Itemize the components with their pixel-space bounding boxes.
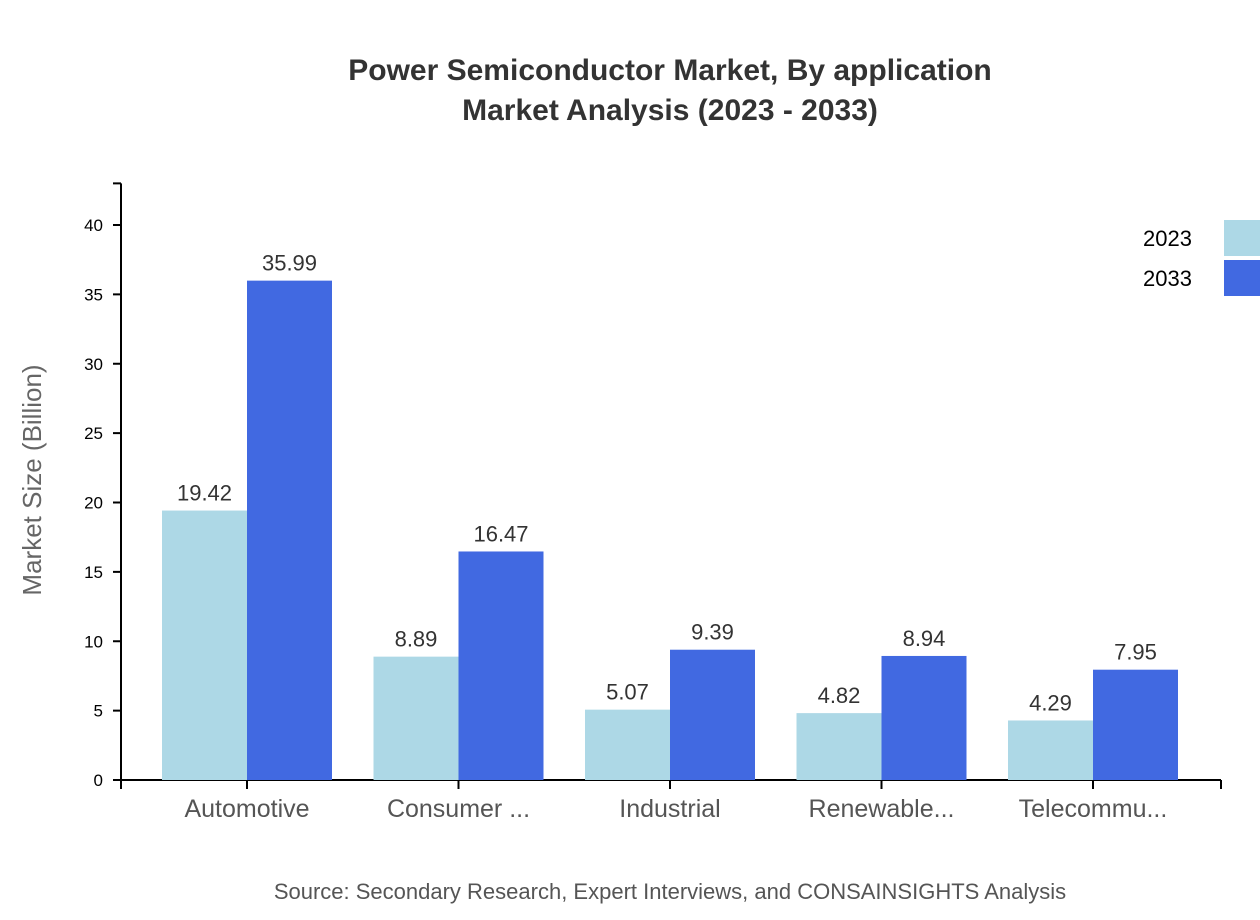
data-label: 8.89 xyxy=(395,627,438,652)
data-label: 8.94 xyxy=(903,626,946,651)
y-tick-label: 10 xyxy=(84,632,103,651)
bar-2023 xyxy=(373,656,459,780)
y-tick-label: 30 xyxy=(84,355,103,374)
data-label: 9.39 xyxy=(691,620,734,645)
data-label: 16.47 xyxy=(473,521,528,546)
legend-swatch xyxy=(1224,260,1260,296)
chart-title: Power Semiconductor Market, By applicati… xyxy=(348,54,991,87)
legend-label: 2033 xyxy=(1143,266,1192,291)
y-tick-label: 5 xyxy=(94,702,103,721)
bar-2023 xyxy=(796,713,882,780)
x-axis: Automotive Consumer ... Industrial Renewabl… xyxy=(120,779,1222,823)
source-note: Source: Secondary Research, Expert Inter… xyxy=(274,879,1066,904)
y-tick-label: 25 xyxy=(84,424,103,443)
legend-label: 2023 xyxy=(1143,226,1192,251)
y-axis-label: Market Size (Billion) xyxy=(17,364,47,595)
bar-2033 xyxy=(458,551,544,780)
x-tick-label: Renewable... xyxy=(809,795,955,823)
x-tick-label: Telecommu... xyxy=(1019,795,1168,823)
y-tick-label: 40 xyxy=(84,216,103,235)
x-tick-label: Automotive xyxy=(184,795,309,823)
x-tick-label: Consumer ... xyxy=(387,795,530,823)
bar-2023 xyxy=(162,510,247,780)
data-label: 7.95 xyxy=(1114,640,1157,665)
y-axis: 0 5 10 15 20 25 30 35 40 xyxy=(84,182,122,790)
legend-swatch xyxy=(1224,220,1260,256)
y-tick-label: 0 xyxy=(94,771,103,790)
y-tick-label: 35 xyxy=(84,285,103,304)
bar-2033 xyxy=(1093,669,1178,780)
data-label: 35.99 xyxy=(262,251,317,276)
y-tick-label: 15 xyxy=(84,563,103,582)
data-label: 4.29 xyxy=(1029,690,1072,715)
bar-2033 xyxy=(881,655,967,780)
legend: 2023 2033 xyxy=(1143,220,1260,296)
data-label: 5.07 xyxy=(606,680,649,705)
bar-2023 xyxy=(585,709,670,780)
data-label: 4.82 xyxy=(818,683,861,708)
bar-2023 xyxy=(1008,720,1093,780)
y-tick-label: 20 xyxy=(84,494,103,513)
bar-2033 xyxy=(247,280,332,780)
chart-subtitle: Market Analysis (2023 - 2033) xyxy=(462,94,878,127)
x-tick-label: Industrial xyxy=(619,795,720,823)
bar-2033 xyxy=(670,649,755,780)
data-label: 19.42 xyxy=(177,481,232,506)
bars: 19.42 35.99 8.89 16.47 5.07 9.39 4.82 8.94 4.29 7… xyxy=(162,251,1178,780)
